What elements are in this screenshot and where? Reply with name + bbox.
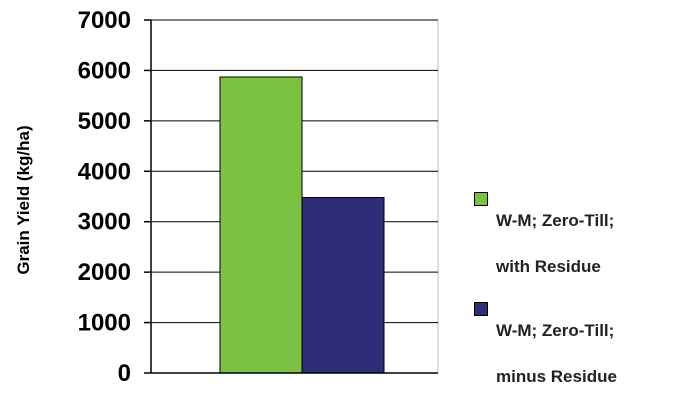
axes — [144, 19, 438, 374]
y-tick-label: 5000 — [78, 108, 131, 135]
y-tick-labels: 0 1000 2000 3000 4000 5000 6000 7000 — [78, 7, 131, 386]
legend-label-minus-residue: W-M; Zero-Till; minus Residue — [496, 296, 684, 388]
bar-chart: 0 1000 2000 3000 4000 5000 6000 7000 Grain Yiel… — [14, 7, 439, 386]
legend-item-with-residue: W-M; Zero-Till; with Residue — [474, 186, 684, 278]
legend-swatch-navy — [474, 302, 488, 316]
bar-minus-residue — [301, 197, 385, 374]
y-tick-label: 0 — [118, 360, 131, 386]
y-tick-label: 3000 — [78, 209, 131, 236]
y-tick-label: 1000 — [78, 310, 131, 337]
y-tick-label: 4000 — [78, 158, 131, 185]
legend-label-line2: with Residue — [496, 257, 601, 276]
legend-item-minus-residue: W-M; Zero-Till; minus Residue — [474, 296, 684, 388]
bar-with-residue — [219, 76, 303, 374]
legend-label-line1: W-M; Zero-Till; — [496, 321, 615, 340]
bars — [219, 76, 385, 374]
legend-label-with-residue: W-M; Zero-Till; with Residue — [496, 186, 684, 278]
chart-container: 0 1000 2000 3000 4000 5000 6000 7000 Grain Yiel… — [14, 7, 617, 386]
y-tick-label: 7000 — [78, 7, 131, 34]
legend-label-line1: W-M; Zero-Till; — [496, 211, 615, 230]
y-axis-title: Grain Yield (kg/ha) — [14, 125, 33, 274]
y-tick-label: 6000 — [78, 57, 131, 84]
legend-swatch-green — [474, 192, 488, 206]
y-tick-label: 2000 — [78, 259, 131, 286]
legend-label-line2: minus Residue — [496, 367, 617, 386]
legend: W-M; Zero-Till; with Residue W-M; Zero-T… — [474, 186, 684, 406]
